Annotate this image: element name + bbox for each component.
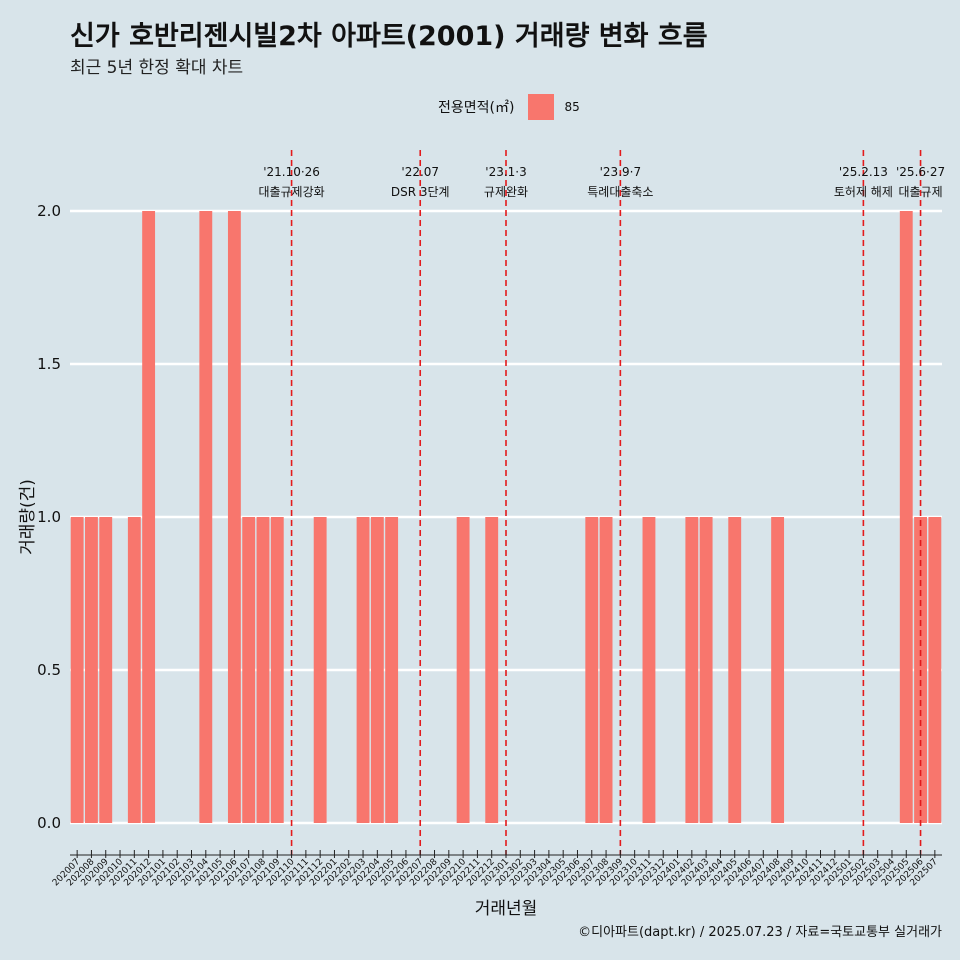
bar — [585, 517, 599, 823]
bar — [370, 517, 384, 823]
x-axis-title: 거래년월 — [475, 899, 538, 919]
event-date-label: '21.10·26 — [263, 165, 320, 179]
y-tick-label: 1.5 — [37, 355, 61, 373]
bar — [771, 517, 785, 823]
event-lines: '21.10·26 대출규제강화 '22.07 DSR 3단계 '23.1·3 규제완화 '… — [258, 150, 945, 855]
y-tick-label: 0.5 — [37, 661, 61, 679]
chart-title: 신가 호반리젠시빌2차 아파트(2001) 거래량 변화 흐름 — [70, 21, 708, 52]
event-date-label: '25.6·27 — [896, 165, 945, 179]
y-axis: 0.0 0.5 1.0 1.5 2.0 — [37, 202, 61, 832]
bar — [270, 517, 284, 823]
bar — [356, 517, 370, 823]
bar — [127, 517, 141, 823]
bar — [242, 517, 256, 823]
event-date-label: '25.2.13 — [839, 165, 888, 179]
bar — [142, 211, 156, 823]
bar — [485, 517, 499, 823]
bar — [99, 517, 113, 823]
y-axis-title: 거래량(건) — [18, 479, 38, 555]
legend-label: 85 — [564, 100, 580, 114]
event-label: 토허제 해제 — [834, 185, 893, 199]
y-tick-label: 0.0 — [37, 814, 61, 832]
x-axis: 2020072020082020092020102020112020122021… — [51, 850, 942, 888]
bar — [85, 517, 98, 823]
bar — [642, 517, 656, 823]
legend-color-key — [528, 94, 555, 120]
event-date-label: '22.07 — [401, 165, 439, 179]
event-label: 대출규제강화 — [258, 185, 324, 199]
legend-title: 전용면적(㎡) — [438, 100, 515, 116]
bar — [728, 517, 742, 823]
bar — [227, 211, 241, 823]
bars — [70, 211, 942, 823]
bar — [256, 517, 270, 823]
event-date-label: '23.1·3 — [485, 165, 526, 179]
chart-subtitle: 최근 5년 한정 확대 차트 — [70, 58, 244, 78]
bar — [199, 211, 213, 823]
event-label: 특례대출축소 — [587, 185, 653, 199]
bar — [456, 517, 470, 823]
bar — [599, 517, 613, 823]
event-label: DSR 3단계 — [391, 185, 450, 199]
y-tick-label: 1.0 — [37, 508, 61, 526]
event-date-label: '23.9·7 — [600, 165, 641, 179]
bar — [385, 517, 399, 823]
bar — [685, 517, 699, 823]
bar — [70, 517, 84, 823]
y-tick-label: 2.0 — [37, 202, 61, 220]
source-caption: ©디아파트(dapt.kr) / 2025.07.23 / 자료=국토교통부 실… — [578, 925, 942, 940]
bar — [928, 517, 942, 823]
legend: 전용면적(㎡) 85 — [438, 94, 580, 120]
bar — [313, 517, 327, 823]
event-label: 대출규제 — [898, 185, 942, 199]
bar — [699, 517, 713, 823]
event-label: 규제완화 — [484, 185, 528, 199]
bar — [899, 211, 913, 823]
